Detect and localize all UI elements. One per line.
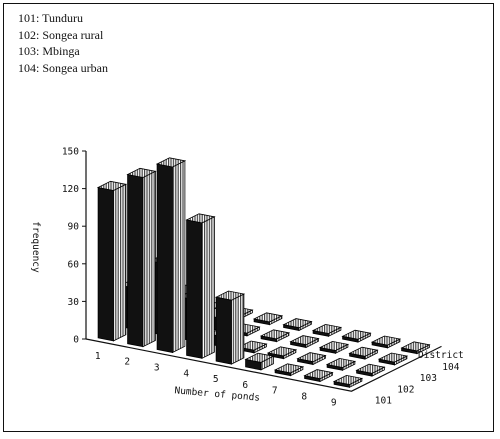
y-axis-label: frequency xyxy=(30,221,41,273)
bar-101-4 xyxy=(185,213,216,359)
bar-side-face xyxy=(201,216,215,359)
bar-top-face xyxy=(296,352,327,363)
bar-top-face xyxy=(332,374,364,385)
bar-top-face xyxy=(259,329,291,340)
district-tick-label: 101 xyxy=(375,396,392,407)
bar-top-face xyxy=(289,335,320,346)
legend-item-104: 104: Songea urban xyxy=(18,60,108,75)
bar-side-face xyxy=(172,160,186,354)
bar-101-2 xyxy=(126,167,157,348)
y-tick-label: 90 xyxy=(68,222,80,233)
x-tick-label: 9 xyxy=(331,397,337,408)
bar-front-face xyxy=(127,174,144,348)
bar-103-7 xyxy=(318,340,350,354)
legend: 101: Tunduru 102: Songea rural 103: Mbin… xyxy=(18,10,108,76)
bar-top-face xyxy=(341,329,372,340)
axes xyxy=(82,150,442,392)
y-tick-label: 60 xyxy=(68,259,80,270)
bar-104-7 xyxy=(341,329,372,343)
x-tick-label: 1 xyxy=(95,351,101,362)
bar-101-6 xyxy=(244,352,275,371)
y-tick-label: 120 xyxy=(62,184,79,195)
bar-104-6 xyxy=(311,323,343,337)
bar-top-face xyxy=(266,346,298,357)
district-tick-label: 104 xyxy=(442,362,459,373)
bar-101-5 xyxy=(214,290,246,365)
bar-101-9 xyxy=(332,374,364,388)
bar-side-face xyxy=(142,170,156,348)
bar-103-8 xyxy=(348,346,379,360)
bar-side-face xyxy=(231,293,245,365)
x-tick-label: 6 xyxy=(242,380,248,391)
bar-101-8 xyxy=(303,369,334,383)
y-tick-label: 0 xyxy=(73,335,79,346)
district-tick-label: 102 xyxy=(397,384,414,395)
bar-101-1 xyxy=(96,180,128,342)
bar-top-face xyxy=(377,352,409,363)
x-tick-label: 3 xyxy=(154,363,160,374)
district-tick-label: 103 xyxy=(420,373,437,384)
bars xyxy=(96,157,431,388)
bar-103-5 xyxy=(259,329,291,343)
bar-top-face xyxy=(325,357,357,368)
bar-top-face xyxy=(252,312,284,323)
bar-top-face xyxy=(237,340,268,351)
bar-front-face xyxy=(156,163,173,353)
bar-top-face xyxy=(348,346,379,357)
x-tick-label: 5 xyxy=(213,374,219,385)
bar-102-9 xyxy=(355,363,386,377)
bar-104-4 xyxy=(252,312,284,326)
bar-top-face xyxy=(273,363,305,374)
bar-102-7 xyxy=(296,352,327,366)
bar-front-face xyxy=(97,187,114,342)
y-tick-label: 150 xyxy=(62,147,79,158)
bar-top-face xyxy=(244,352,275,363)
district-axis-label: District xyxy=(418,350,464,361)
bar-102-6 xyxy=(266,346,298,360)
bar-top-face xyxy=(126,167,157,178)
legend-item-102: 102: Songea rural xyxy=(18,27,104,42)
bar-103-6 xyxy=(289,335,320,349)
bar-top-face xyxy=(155,157,187,168)
bar-103-9 xyxy=(377,352,409,366)
x-tick-label: 7 xyxy=(272,386,278,397)
bar-top-face xyxy=(303,369,334,380)
bar-top-face xyxy=(311,323,343,334)
bar-104-9 xyxy=(400,341,431,355)
bar-101-7 xyxy=(273,363,305,377)
bar-top-face xyxy=(282,318,313,329)
bar-101-3 xyxy=(155,157,187,354)
bar-top-face xyxy=(400,341,431,352)
bar-top-face xyxy=(370,335,402,346)
x-tick-label: 2 xyxy=(124,357,130,368)
x-tick-label: 4 xyxy=(183,368,189,379)
y-tick-label: 30 xyxy=(68,297,80,308)
floor-outline xyxy=(85,338,442,392)
bar-front-face xyxy=(215,296,232,365)
bar-104-5 xyxy=(282,318,313,332)
bar-side-face xyxy=(113,183,127,342)
bar-top-face xyxy=(214,290,246,301)
bar-top-face xyxy=(96,180,128,191)
bar-102-8 xyxy=(325,357,357,371)
bar-top-face xyxy=(355,363,386,374)
legend-item-103: 103: Mbinga xyxy=(18,44,80,58)
bar-top-face xyxy=(185,213,216,224)
bar-104-8 xyxy=(370,335,402,349)
legend-item-101: 101: Tunduru xyxy=(18,11,84,25)
x-tick-label: 8 xyxy=(301,392,307,403)
bar-front-face xyxy=(186,219,203,359)
bar-top-face xyxy=(318,340,350,351)
